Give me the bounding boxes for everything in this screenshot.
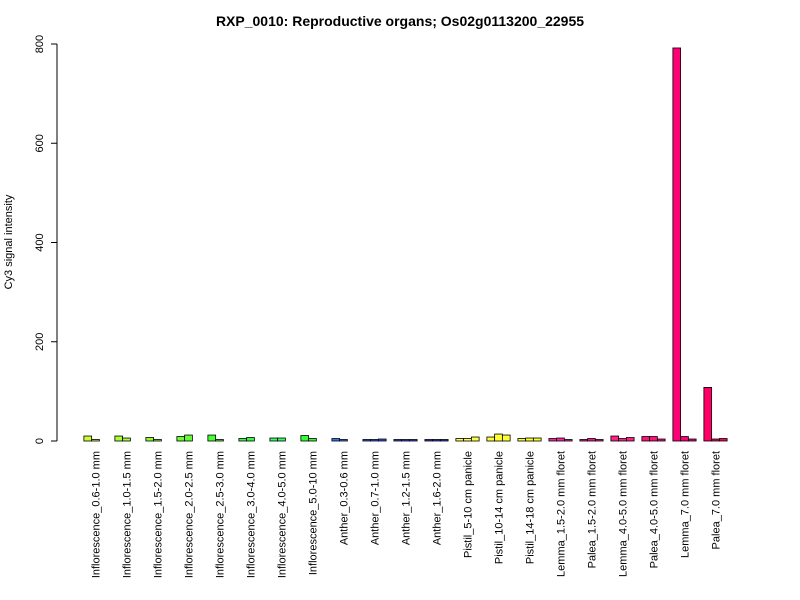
- bar: [91, 439, 100, 442]
- x-tick-label: Palea_1.5-2.0 mm floret: [587, 451, 599, 568]
- bar: [153, 439, 162, 442]
- x-tick-label: Pistil_5-10 cm panicle: [463, 451, 475, 558]
- x-tick-label: Pistil_14-18 cm panicle: [525, 451, 537, 564]
- bar: [238, 438, 248, 442]
- bar: [370, 439, 379, 442]
- y-tick-label: 400: [34, 233, 46, 251]
- bar: [122, 437, 131, 442]
- bar: [145, 437, 155, 442]
- bar: [718, 438, 728, 442]
- bar: [641, 436, 651, 442]
- bar: [494, 433, 503, 442]
- bar: [501, 434, 511, 442]
- x-tick-label: Inflorescence_5.0-10 mm: [308, 451, 320, 575]
- bar: [656, 438, 666, 442]
- bar: [711, 438, 720, 442]
- bar: [625, 437, 635, 442]
- bar: [83, 435, 93, 442]
- x-tick-label: Anther_1.6-2.0 mm: [432, 451, 444, 545]
- bar: [618, 438, 627, 442]
- bar: [517, 438, 527, 442]
- bar: [486, 436, 496, 442]
- bar: [587, 438, 596, 442]
- y-tick-label: 600: [34, 134, 46, 152]
- bar: [463, 438, 472, 442]
- bar: [649, 436, 658, 442]
- bar: [532, 437, 542, 442]
- bar: [703, 386, 713, 442]
- x-tick-label: Anther_1.2-1.5 mm: [401, 451, 413, 545]
- bar: [556, 437, 565, 442]
- bar: [439, 439, 449, 442]
- bar: [687, 438, 697, 442]
- bar: [114, 435, 124, 442]
- x-tick-label: Inflorescence_1.0-1.5 mm: [122, 451, 134, 578]
- x-tick-label: Lemma_4.0-5.0 mm floret: [618, 451, 630, 577]
- bar: [610, 435, 620, 442]
- bar: [579, 439, 589, 442]
- x-tick-label: Inflorescence_2.5-3.0 mm: [215, 451, 227, 578]
- y-axis-label: Cy3 signal intensity: [3, 194, 15, 289]
- bar: [362, 439, 372, 442]
- bar: [215, 439, 224, 442]
- y-tick-label: 800: [34, 35, 46, 53]
- bar: [300, 435, 310, 442]
- bar: [246, 437, 255, 442]
- bar: [277, 437, 286, 442]
- bar: [672, 47, 682, 442]
- x-tick-label: Palea_7.0 mm floret: [711, 451, 723, 549]
- y-tick-label: 0: [34, 438, 46, 444]
- bar: [207, 434, 217, 442]
- bar: [548, 438, 558, 442]
- x-tick-labels: Inflorescence_0.6-1.0 mm Inflorescence_1.…: [91, 451, 723, 578]
- x-tick-label: Inflorescence_4.0-5.0 mm: [277, 451, 289, 578]
- bar: [408, 439, 418, 442]
- x-tick-label: Lemma_1.5-2.0 mm floret: [556, 451, 568, 577]
- bar: [331, 438, 341, 442]
- x-tick-label: Inflorescence_2.0-2.5 mm: [184, 451, 196, 578]
- x-tick-label: Anther_0.3-0.6 mm: [339, 451, 351, 545]
- bar: [525, 437, 534, 442]
- y-tick-label: 200: [34, 333, 46, 351]
- bar: [339, 439, 348, 442]
- bar: [377, 438, 387, 442]
- bar: [424, 439, 434, 442]
- bar: [401, 439, 410, 442]
- x-tick-label: Pistil_10-14 cm panicle: [494, 451, 506, 564]
- bar: [563, 439, 573, 442]
- bar: [184, 434, 193, 442]
- bar: [308, 438, 317, 442]
- x-tick-label: Inflorescence_3.0-4.0 mm: [246, 451, 258, 578]
- bar: [432, 439, 441, 442]
- x-tick-label: Inflorescence_0.6-1.0 mm: [91, 451, 103, 578]
- bar: [470, 436, 480, 442]
- x-tick-label: Palea_4.0-5.0 mm floret: [649, 451, 661, 568]
- bar: [269, 437, 279, 442]
- bar: [393, 439, 403, 442]
- x-tick-label: Lemma_7.0 mm floret: [680, 451, 692, 558]
- x-tick-label: Inflorescence_1.5-2.0 mm: [153, 451, 165, 578]
- bar: [680, 436, 689, 442]
- chart-title: RXP_0010: Reproductive organs; Os02g0113…: [216, 13, 584, 29]
- x-tick-label: Anther_0.7-1.0 mm: [370, 451, 382, 545]
- bars-group: [83, 47, 728, 442]
- bar: [455, 438, 465, 442]
- bar: [594, 439, 604, 442]
- bar: [176, 436, 186, 442]
- y-axis: 0 200 400 600 800: [34, 35, 58, 444]
